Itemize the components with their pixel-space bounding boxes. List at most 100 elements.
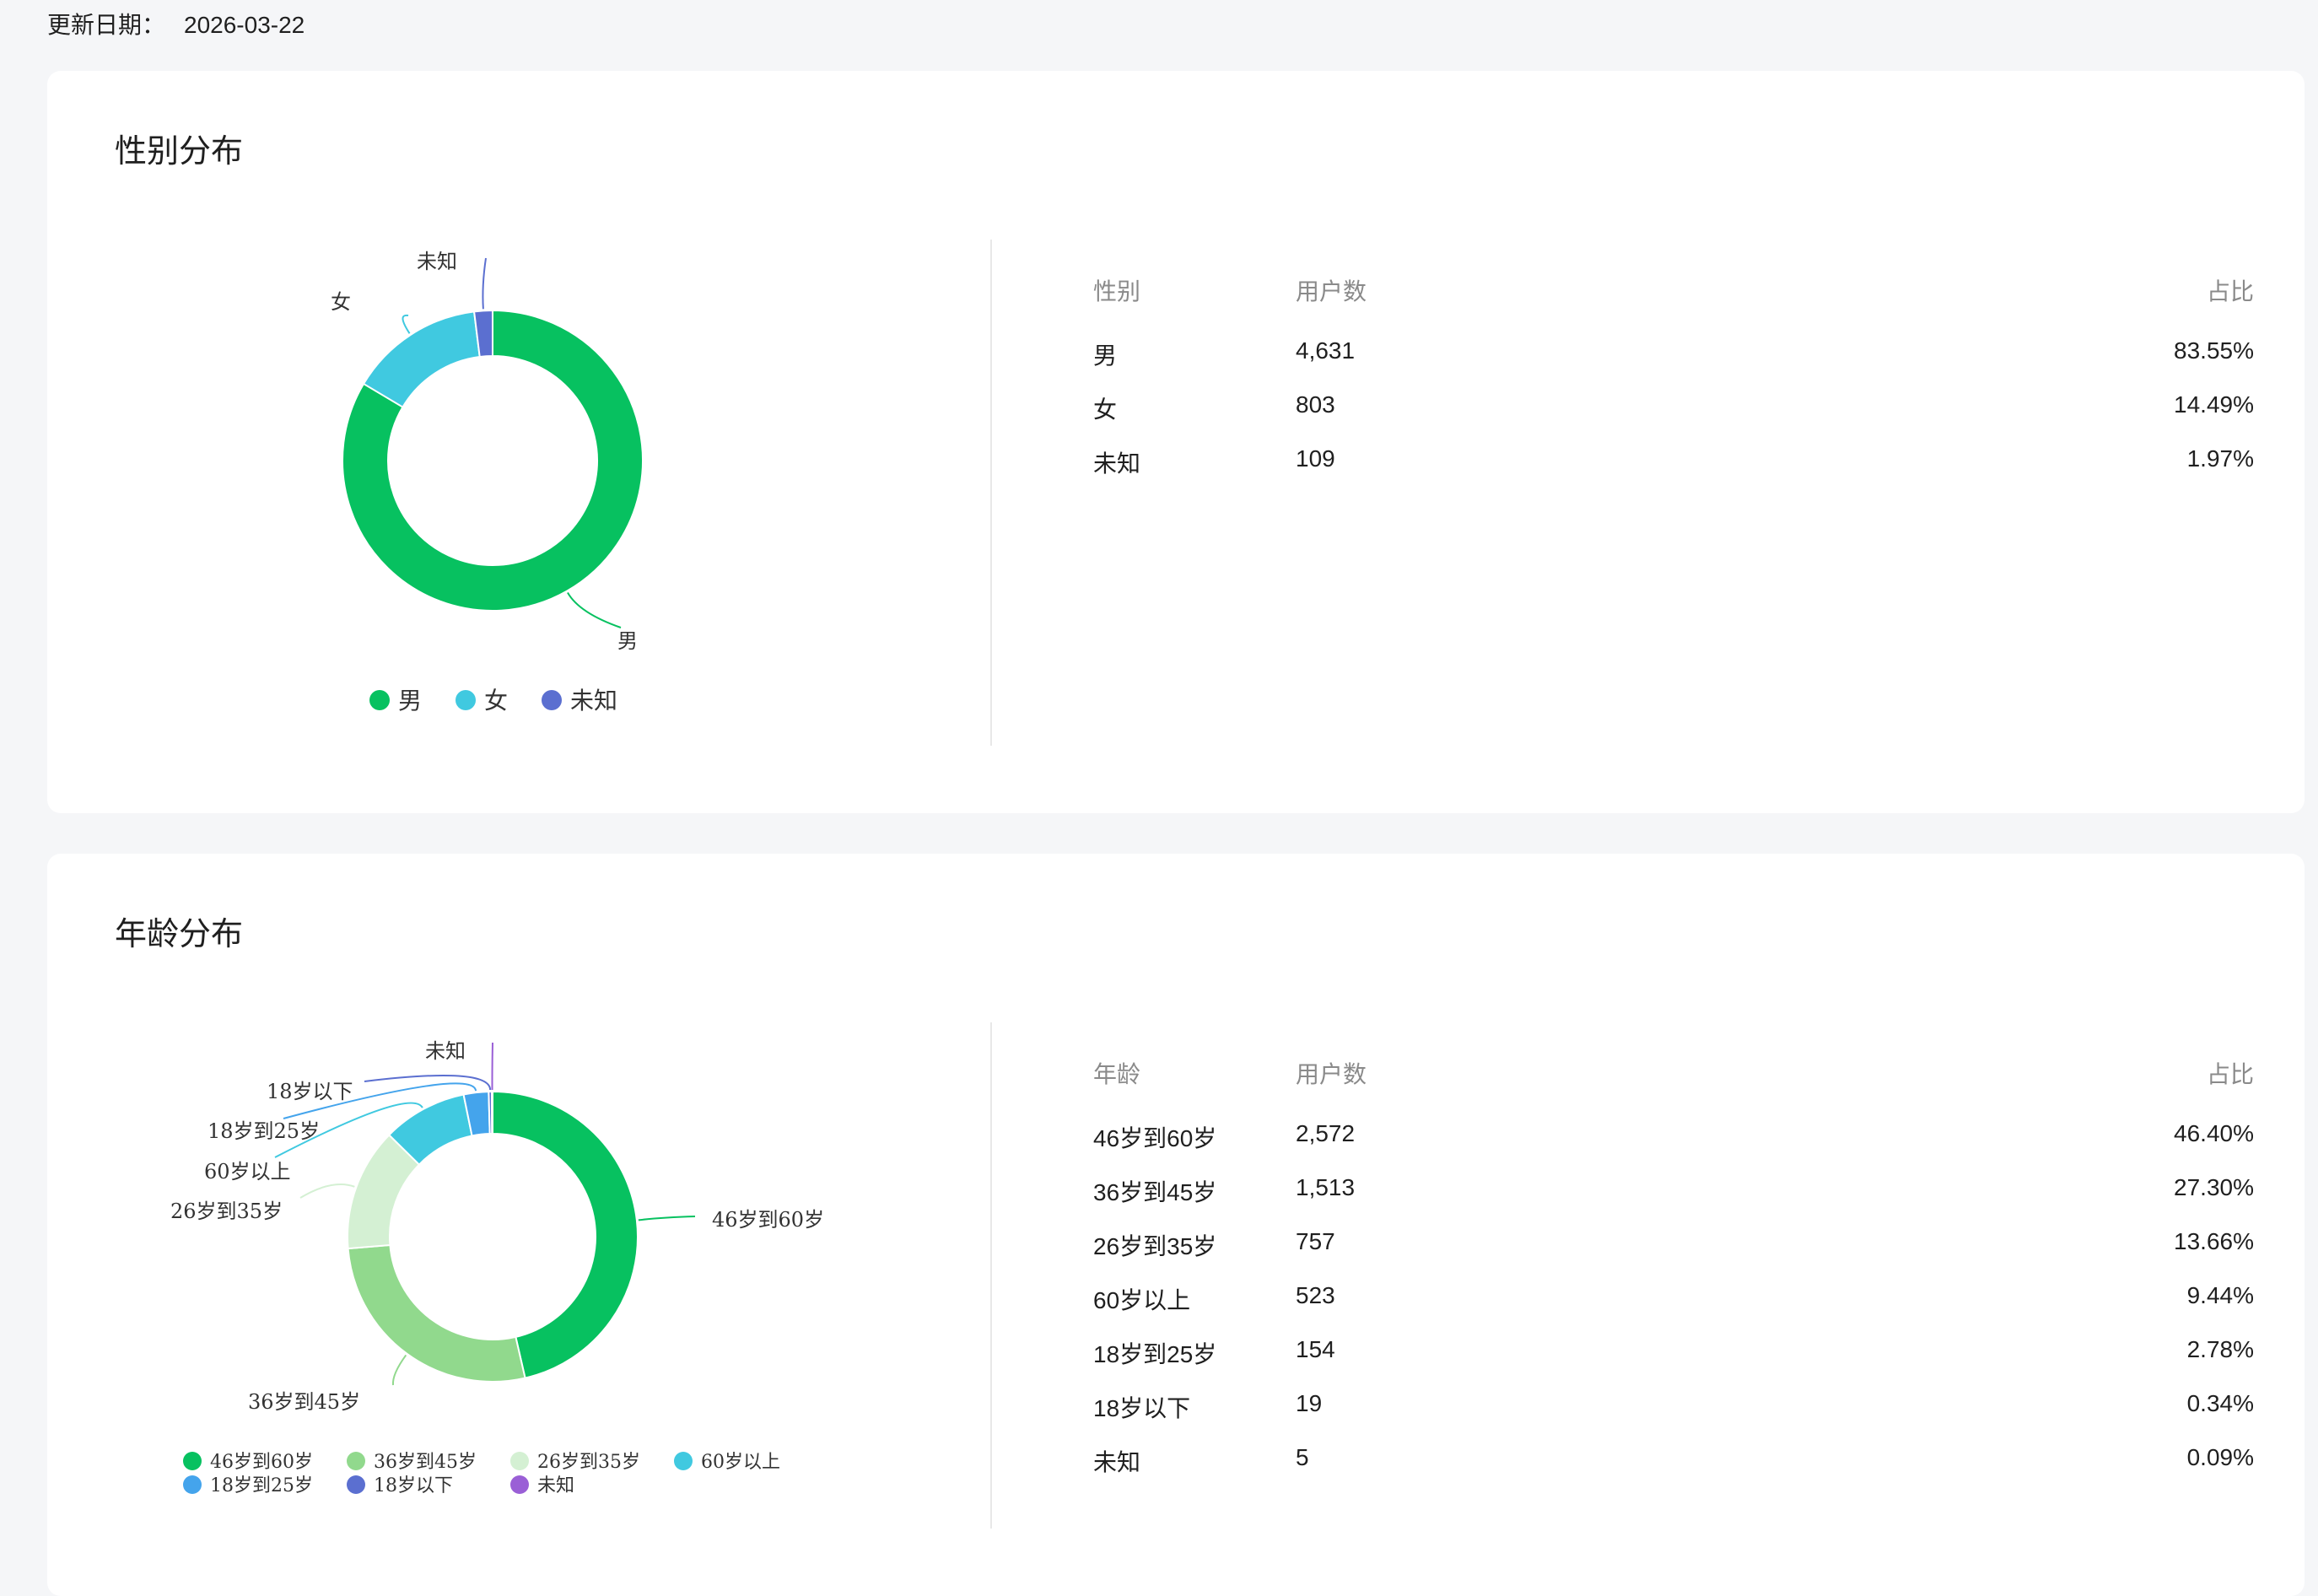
label-leader-line: [364, 1074, 492, 1091]
table-row: 男 4,631 83.55%: [1093, 337, 2254, 391]
table-row: 女 803 14.49%: [1093, 391, 2254, 445]
column-header-gender: 性别: [1093, 278, 1141, 305]
donut-slice-0[interactable]: [342, 309, 644, 612]
legend-swatch: [510, 1452, 529, 1470]
age-card-title: 年龄分布: [115, 917, 244, 952]
table-row: 未知 109 1.97%: [1093, 445, 2254, 499]
legend-item[interactable]: 女: [456, 687, 508, 714]
donut-slice-1[interactable]: [362, 310, 481, 408]
legend-item[interactable]: 男: [369, 687, 422, 714]
legend-item[interactable]: 18岁到25岁: [183, 1475, 313, 1496]
legend-swatch: [456, 690, 476, 710]
cell-users: 803: [1296, 391, 1335, 418]
legend-label: 26岁到35岁: [537, 1452, 640, 1473]
table-row: 46岁到60岁 2,572 46.40%: [1093, 1120, 2254, 1174]
slice-label: 未知: [425, 1039, 466, 1063]
donut-slice-1[interactable]: [347, 1243, 526, 1383]
table-header: 年龄 用户数 占比: [1093, 1056, 2254, 1090]
slice-label: 18岁以下: [267, 1080, 353, 1103]
cell-age: 36岁到45岁: [1093, 1179, 1217, 1205]
legend-item[interactable]: 36岁到45岁: [347, 1452, 477, 1473]
column-header-ratio: 占比: [2206, 278, 2254, 305]
cell-age: 46岁到60岁: [1093, 1125, 1217, 1151]
cell-age: 60岁以上: [1093, 1287, 1191, 1313]
label-leader-line: [283, 1082, 477, 1119]
donut-slice-0[interactable]: [492, 1090, 639, 1379]
gender-distribution-card: 性别分布 男女未知男女未知 性别 用户数 占比 男 4,631 83.55% 女…: [47, 71, 2305, 813]
cell-age: 26岁到35岁: [1093, 1233, 1217, 1259]
legend-item[interactable]: 60岁以上: [674, 1452, 780, 1473]
legend-label: 46岁到60岁: [210, 1452, 313, 1473]
cell-ratio: 9.44%: [2186, 1282, 2254, 1308]
slice-label: 男: [617, 629, 638, 653]
column-header-users: 用户数: [1296, 278, 1367, 305]
cell-users: 154: [1296, 1336, 1335, 1362]
legend-item[interactable]: 未知: [542, 687, 617, 714]
slice-label: 60岁以上: [204, 1160, 291, 1184]
cell-users: 1,513: [1296, 1174, 1356, 1200]
legend-swatch: [674, 1452, 693, 1470]
legend-item[interactable]: 46岁到60岁: [183, 1452, 313, 1473]
label-leader-line: [299, 1184, 355, 1199]
cell-users: 5: [1296, 1444, 1309, 1470]
label-leader-line: [638, 1216, 696, 1221]
donut-slice-2[interactable]: [472, 309, 493, 359]
slice-label: 46岁到60岁: [712, 1208, 824, 1232]
donut-slice-6[interactable]: [491, 1090, 493, 1135]
slice-label: 36岁到45岁: [248, 1390, 360, 1414]
legend-label: 36岁到45岁: [374, 1452, 477, 1473]
legend-item[interactable]: 26岁到35岁: [510, 1452, 640, 1473]
cell-users: 4,631: [1296, 337, 1356, 364]
cell-users: 109: [1296, 445, 1335, 472]
cell-ratio: 1.97%: [2186, 445, 2254, 472]
age-card-divider: [990, 1022, 992, 1529]
age-donut-chart: 46岁到60岁36岁到45岁26岁到35岁60岁以上18岁到25岁18岁以下未知…: [170, 1039, 824, 1496]
cell-age: 18岁以下: [1093, 1395, 1191, 1421]
label-leader-line: [567, 591, 622, 628]
legend-label: 18岁到25岁: [210, 1475, 313, 1496]
table-header: 性别 用户数 占比: [1093, 273, 2254, 307]
label-leader-line: [391, 1354, 407, 1386]
legend-item[interactable]: 18岁以下: [347, 1475, 453, 1496]
legend-swatch: [183, 1475, 202, 1494]
cell-ratio: 46.40%: [2174, 1120, 2254, 1146]
label-leader-line: [482, 257, 487, 310]
cell-users: 2,572: [1296, 1120, 1356, 1146]
legend-label: 未知: [537, 1475, 574, 1496]
update-date-line: 更新日期： 2026-03-22: [47, 10, 305, 40]
cell-gender: 未知: [1093, 450, 1141, 477]
legend-swatch: [542, 690, 562, 710]
column-header-ratio: 占比: [2206, 1061, 2254, 1087]
legend-label: 女: [484, 687, 508, 714]
cell-users: 523: [1296, 1282, 1335, 1308]
cell-ratio: 0.34%: [2186, 1390, 2254, 1416]
legend-label: 18岁以下: [374, 1475, 453, 1496]
legend-item[interactable]: 未知: [510, 1475, 574, 1496]
table-row: 36岁到45岁 1,513 27.30%: [1093, 1174, 2254, 1228]
cell-age: 未知: [1093, 1449, 1141, 1475]
table-row: 60岁以上 523 9.44%: [1093, 1282, 2254, 1336]
cell-ratio: 2.78%: [2186, 1336, 2254, 1362]
slice-label: 18岁到25岁: [208, 1119, 320, 1143]
cell-ratio: 0.09%: [2186, 1444, 2254, 1470]
cell-ratio: 27.30%: [2174, 1174, 2254, 1200]
table-row: 未知 5 0.09%: [1093, 1444, 2254, 1498]
cell-users: 757: [1296, 1228, 1335, 1254]
cell-ratio: 14.49%: [2174, 391, 2254, 418]
column-header-age: 年龄: [1093, 1061, 1141, 1087]
slice-label: 26岁到35岁: [170, 1200, 283, 1223]
label-leader-line: [491, 1042, 493, 1091]
update-date-value: 2026-03-22: [184, 12, 305, 38]
cell-gender: 男: [1093, 342, 1118, 369]
label-leader-line: [402, 314, 411, 334]
gender-donut-chart: 男女未知男女未知: [331, 250, 644, 714]
cell-ratio: 13.66%: [2174, 1228, 2254, 1254]
legend-swatch: [347, 1452, 365, 1470]
cell-users: 19: [1296, 1390, 1323, 1416]
gender-table: 性别 用户数 占比 男 4,631 83.55% 女 803 14.49% 未知…: [1093, 273, 2254, 499]
slice-label: 女: [331, 290, 351, 314]
legend-label: 未知: [570, 687, 617, 714]
legend-label: 60岁以上: [701, 1452, 780, 1473]
age-table: 年龄 用户数 占比 46岁到60岁 2,572 46.40% 36岁到45岁 1…: [1093, 1056, 2254, 1498]
legend-swatch: [347, 1475, 365, 1494]
